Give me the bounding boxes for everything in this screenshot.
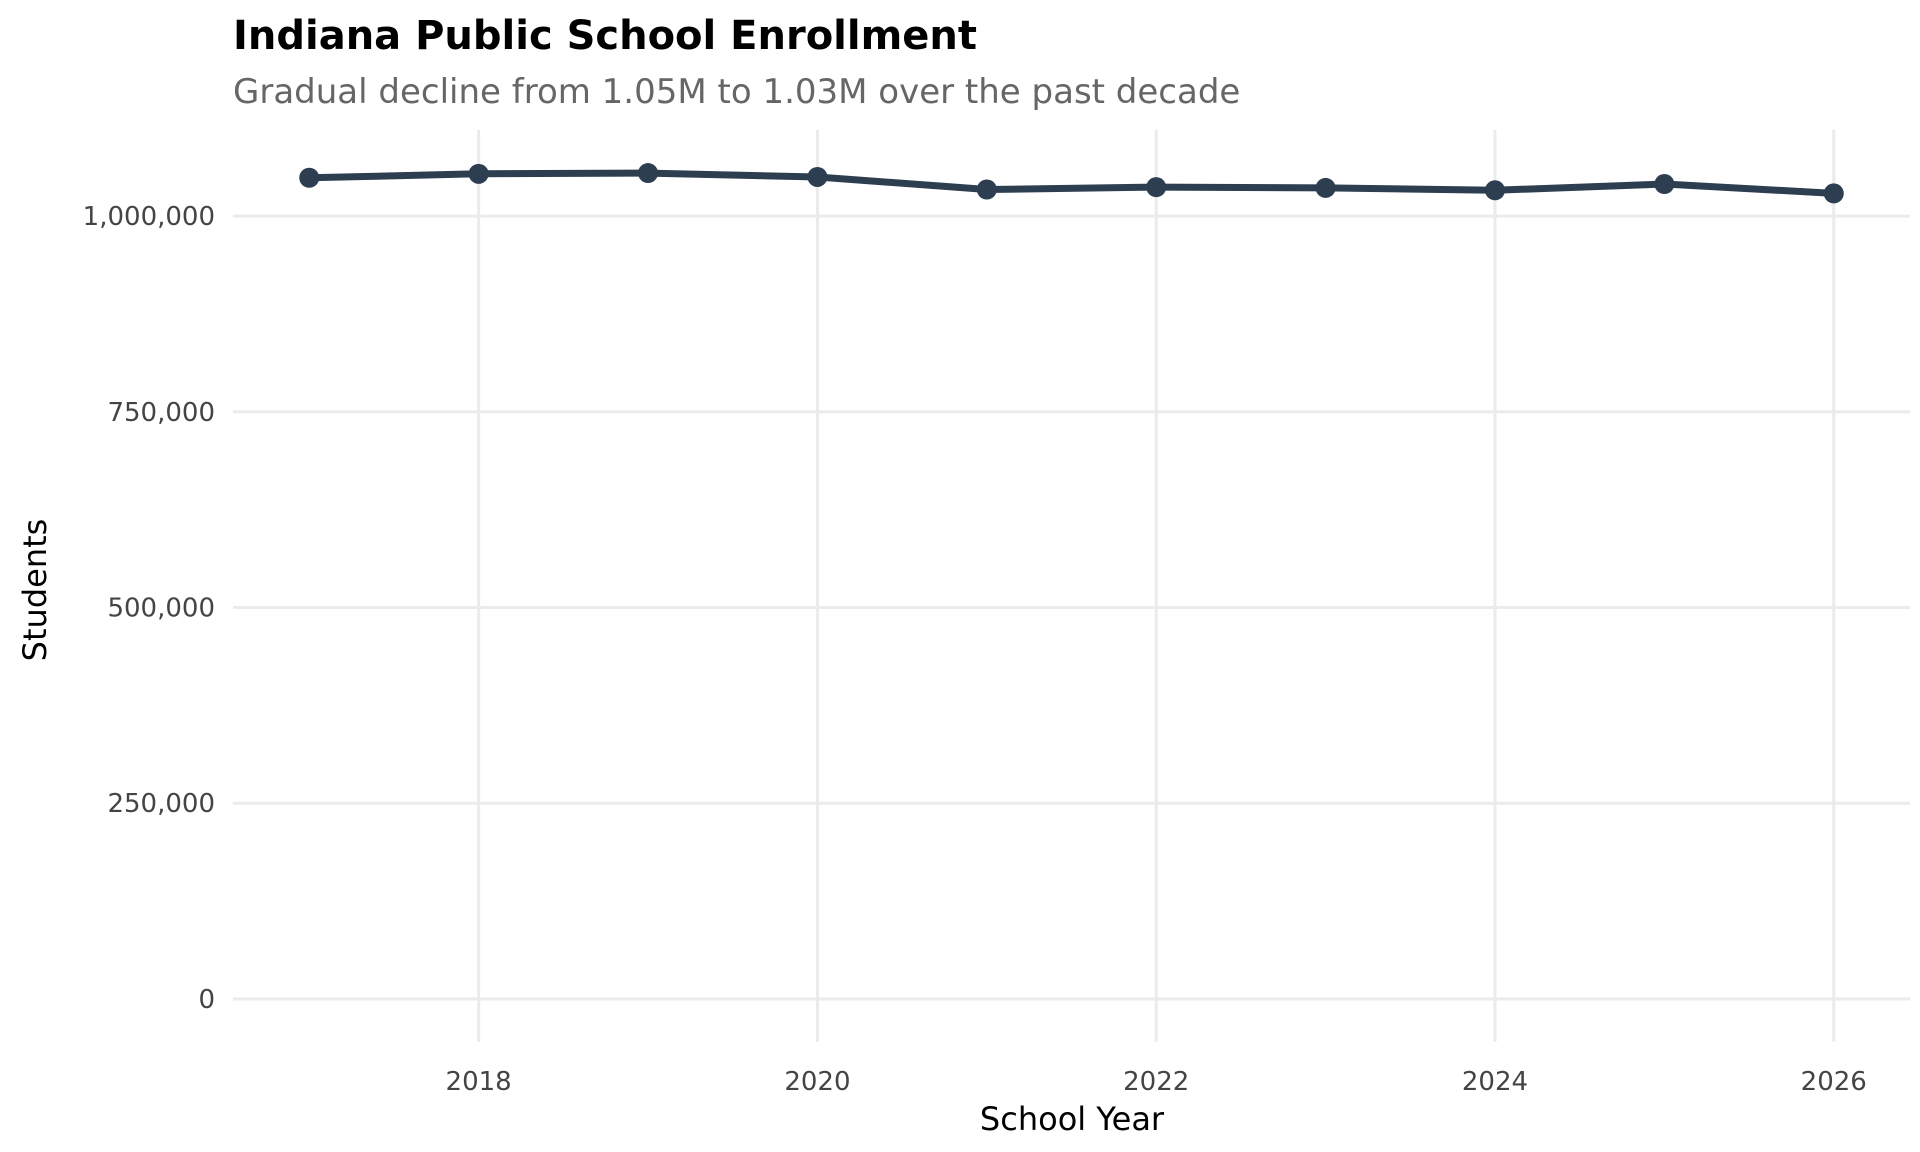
y-tick-label: 1,000,000	[83, 202, 215, 232]
y-axis-ticks: 0 250,000 500,000 750,000 1,000,000	[83, 202, 215, 1015]
data-point	[976, 179, 997, 200]
data-point	[638, 163, 659, 184]
y-axis-label: Students	[16, 519, 54, 662]
data-point	[468, 163, 489, 184]
x-tick-label: 2020	[784, 1067, 850, 1097]
chart-subtitle: Gradual decline from 1.05M to 1.03M over…	[233, 72, 1240, 112]
series-line	[305, 169, 1838, 197]
x-tick-label: 2026	[1801, 1067, 1867, 1097]
data-point	[1146, 177, 1167, 198]
grid-lines	[233, 130, 1910, 1042]
x-tick-label: 2018	[446, 1067, 512, 1097]
chart-title: Indiana Public School Enrollment	[233, 13, 977, 59]
y-tick-label: 0	[198, 985, 215, 1015]
y-tick-label: 500,000	[107, 594, 215, 624]
data-point	[807, 166, 828, 187]
data-point	[1823, 183, 1844, 204]
data-point	[1484, 180, 1505, 201]
y-tick-label: 750,000	[107, 398, 215, 428]
data-point	[1654, 174, 1675, 195]
x-axis-label: School Year	[980, 1100, 1165, 1138]
data-point	[299, 167, 320, 188]
x-tick-label: 2024	[1462, 1067, 1528, 1097]
x-axis-ticks: 2018 2020 2022 2024 2026	[446, 1067, 1867, 1097]
data-point	[1315, 177, 1336, 198]
x-tick-label: 2022	[1123, 1067, 1189, 1097]
y-tick-label: 250,000	[107, 789, 215, 819]
series-layer	[299, 163, 1844, 204]
